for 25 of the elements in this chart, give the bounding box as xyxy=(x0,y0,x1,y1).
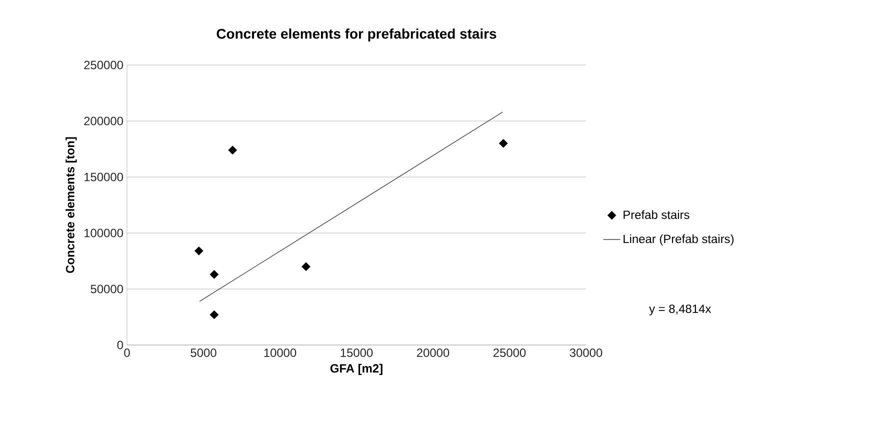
point xyxy=(210,270,219,279)
y-tick-label: 100000 xyxy=(84,228,124,238)
y-tick-label: 200000 xyxy=(84,116,124,126)
x-tick-label: 10000 xyxy=(264,348,296,357)
x-axis-title: GFA [m2] xyxy=(330,364,382,375)
point xyxy=(498,138,508,148)
x-tick-label: 0 xyxy=(124,348,130,357)
chart-title: Concrete elements for prefabricated stairs xyxy=(216,28,496,42)
point xyxy=(228,146,237,155)
point xyxy=(302,262,310,272)
legend-label: Prefab stairs xyxy=(624,210,690,220)
y-tick-label: 50000 xyxy=(90,284,124,294)
x-tick-label: 5000 xyxy=(190,348,216,357)
y-tick-label: 0 xyxy=(117,340,124,350)
point xyxy=(210,310,219,320)
x-tick-label: 25000 xyxy=(493,348,526,357)
y-axis-title: Concrete elements [ton] xyxy=(66,137,77,273)
y-tick-label: 150000 xyxy=(84,172,124,182)
point xyxy=(194,246,204,256)
legend-label: Linear (Prefab stairs) xyxy=(624,234,734,246)
text: y = 8,4814x xyxy=(649,304,712,316)
x-tick-label: 20000 xyxy=(416,348,450,357)
y-tick-label: 250000 xyxy=(84,60,124,70)
x-tick-label: 30000 xyxy=(570,348,602,357)
x-tick-label: 15000 xyxy=(340,348,373,357)
